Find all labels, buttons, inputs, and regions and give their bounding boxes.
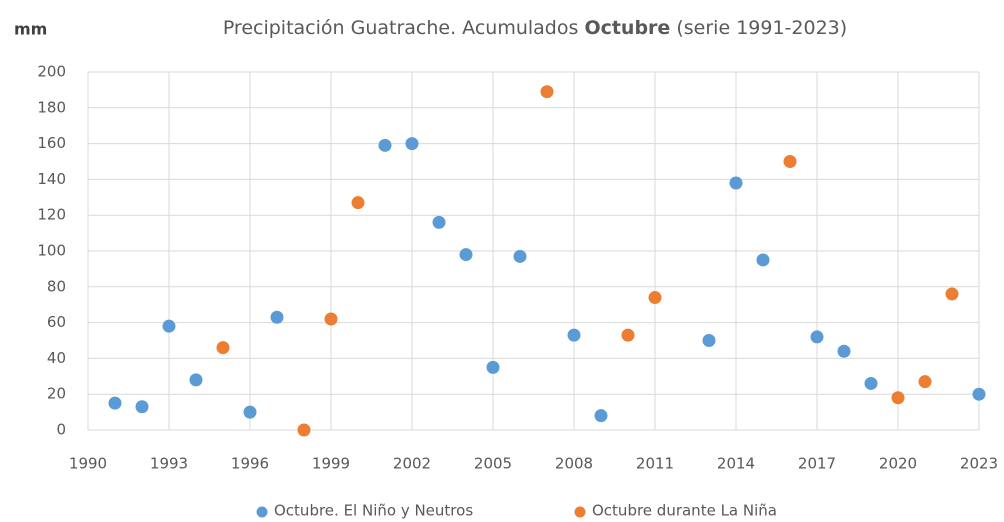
- point: [648, 291, 662, 305]
- y-tick-label: 40: [47, 349, 66, 367]
- point: [783, 155, 797, 168]
- y-tick-label: 80: [47, 277, 66, 295]
- x-tick-label: 1993: [150, 455, 188, 473]
- x-tick-label: 2014: [717, 455, 755, 473]
- point: [351, 196, 365, 210]
- point: [567, 328, 581, 342]
- x-tick-label: 2023: [960, 455, 998, 473]
- point: [945, 287, 959, 301]
- point: [837, 344, 851, 358]
- point: [540, 85, 554, 99]
- legend-marker: [574, 506, 586, 518]
- x-tick-label: 2011: [636, 455, 674, 473]
- point: [162, 319, 176, 333]
- point: [432, 215, 446, 229]
- y-tick-label: 100: [37, 242, 66, 260]
- point: [594, 409, 608, 423]
- point: [189, 373, 203, 387]
- legend-label: Octubre durante La Niña: [592, 502, 777, 520]
- title-part: (serie 1991-2023): [670, 17, 847, 39]
- y-tick-label: 120: [37, 206, 66, 224]
- point: [891, 391, 905, 405]
- x-tick-label: 2020: [879, 455, 917, 473]
- title-part: Precipitación Guatrache. Acumulados: [223, 17, 585, 39]
- point: [459, 248, 473, 262]
- legend-label: Octubre. El Niño y Neutros: [274, 502, 473, 520]
- legend-marker: [256, 506, 268, 518]
- chart-title: Precipitación Guatrache. Acumulados Octu…: [223, 17, 847, 39]
- point: [972, 387, 986, 401]
- y-tick-label: 0: [56, 421, 66, 439]
- point: [108, 396, 122, 410]
- title-part: Octubre: [584, 17, 670, 39]
- point: [621, 328, 635, 342]
- point: [270, 310, 284, 324]
- x-tick-label: 2017: [798, 455, 836, 473]
- point: [405, 137, 419, 151]
- point: [513, 249, 527, 263]
- y-tick-label: 20: [47, 385, 66, 403]
- point: [756, 253, 770, 267]
- x-tick-label: 2005: [474, 455, 512, 473]
- point: [486, 360, 500, 374]
- x-tick-label: 2008: [555, 455, 593, 473]
- y-tick-label: 200: [37, 63, 66, 81]
- y-tick-label: 160: [37, 134, 66, 152]
- x-tick-label: 1990: [69, 455, 107, 473]
- point: [702, 334, 716, 347]
- y-tick-label: 180: [37, 98, 66, 116]
- y-tick-label: 60: [47, 313, 66, 331]
- point: [243, 405, 257, 419]
- y-axis-label: mm: [14, 20, 47, 39]
- point: [324, 312, 338, 326]
- point: [810, 330, 824, 344]
- point: [918, 375, 932, 389]
- x-tick-label: 2002: [393, 455, 431, 473]
- point: [729, 176, 743, 190]
- point: [297, 423, 311, 437]
- point: [864, 376, 878, 390]
- point: [378, 138, 392, 152]
- x-tick-label: 1996: [231, 455, 269, 473]
- point: [135, 400, 149, 414]
- point: [216, 341, 230, 355]
- x-tick-label: 1999: [312, 455, 350, 473]
- y-tick-label: 140: [37, 170, 66, 188]
